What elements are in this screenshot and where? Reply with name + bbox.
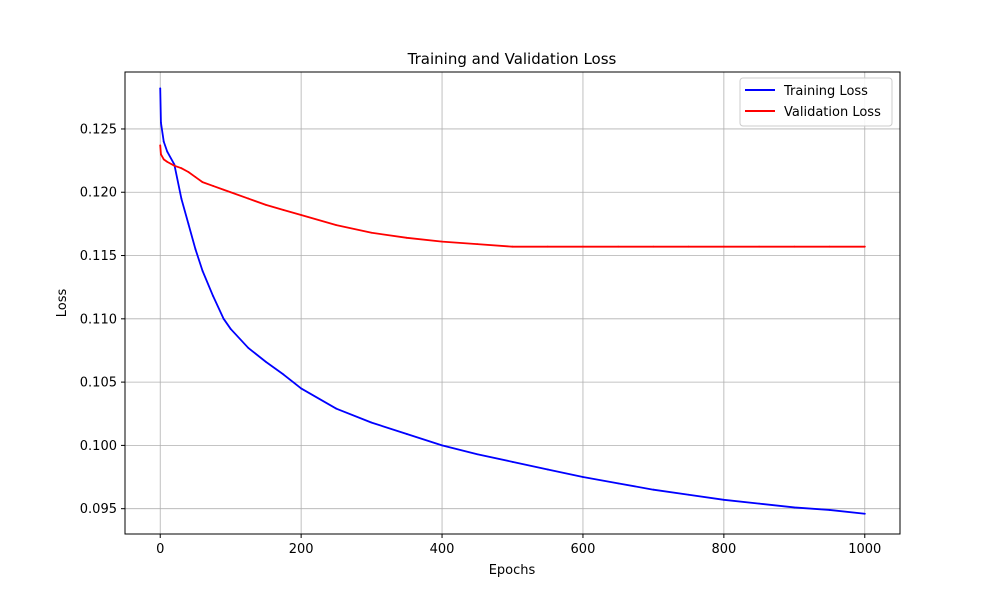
- grid: [125, 72, 900, 534]
- training-loss-line: [159, 87, 866, 515]
- x-axis-label: Epochs: [489, 563, 536, 578]
- training-loss-line-point: [370, 421, 373, 424]
- validation-loss-line-point: [652, 245, 655, 248]
- training-loss-line-point: [652, 488, 655, 491]
- validation-loss-line-point: [201, 181, 204, 184]
- training-loss-line-point: [722, 498, 725, 501]
- validation-loss-line-point: [222, 188, 225, 191]
- training-loss-line-point: [194, 248, 197, 251]
- training-loss-line-point: [546, 468, 549, 471]
- validation-loss-line-point: [441, 240, 443, 243]
- validation-loss-line-point: [617, 245, 620, 248]
- validation-loss-line-point: [335, 224, 338, 227]
- training-loss-line-point: [300, 387, 303, 390]
- y-tick-label: 0.120: [80, 186, 117, 201]
- training-loss-line-point: [187, 222, 190, 225]
- validation-loss-line-point: [159, 144, 162, 147]
- validation-loss-line-point: [828, 245, 831, 248]
- validation-loss-line-point: [166, 160, 169, 163]
- validation-loss-line-point: [758, 245, 760, 248]
- validation-loss-line-point: [300, 214, 303, 216]
- validation-loss-line-point: [511, 245, 514, 248]
- validation-loss-line-point: [173, 164, 176, 167]
- training-loss-line-point: [212, 295, 214, 297]
- training-loss-line-point: [405, 433, 408, 435]
- validation-loss-line-point: [546, 245, 549, 248]
- x-tick-label: 200: [289, 542, 314, 557]
- legend-label-validation: Validation Loss: [784, 105, 881, 120]
- training-loss-line-point: [793, 506, 796, 509]
- training-loss-line-point: [247, 347, 250, 349]
- legend: Training Loss Validation Loss: [739, 77, 893, 127]
- validation-loss-line-point: [476, 243, 479, 246]
- validation-loss-line-point: [187, 171, 190, 173]
- axis-ticks: 0 200 400 600 800 1000 0.095 0.100 0.105 0.110 0.1…: [80, 122, 882, 557]
- y-tick-label: 0.110: [80, 312, 117, 327]
- validation-loss-line-point: [247, 197, 250, 200]
- plot-area-frame: [124, 71, 901, 535]
- validation-loss-line-point: [793, 245, 796, 248]
- training-loss-line-point: [758, 502, 760, 505]
- validation-loss-line-point: [229, 191, 232, 194]
- training-loss-line-point: [863, 512, 866, 515]
- training-loss-line-point: [265, 360, 267, 363]
- training-loss-line-point: [687, 493, 690, 496]
- validation-loss-line-point: [160, 153, 162, 156]
- training-loss-line-point: [476, 453, 479, 456]
- validation-loss-line-point: [180, 167, 183, 170]
- training-loss-line-point: [335, 407, 338, 410]
- training-loss-line-point: [166, 150, 169, 153]
- x-tick-label: 1000: [848, 542, 881, 557]
- validation-loss-line-point: [162, 158, 165, 161]
- y-tick-label: 0.105: [80, 376, 117, 391]
- training-loss-line-point: [201, 269, 204, 272]
- validation-loss-line-point: [863, 245, 866, 248]
- validation-loss-line: [159, 144, 866, 248]
- training-loss-line-point: [617, 482, 620, 485]
- validation-loss-line-point: [370, 231, 373, 234]
- y-axis-label: Loss: [55, 289, 70, 318]
- x-tick-label: 800: [711, 542, 736, 557]
- training-loss-line-point: [180, 197, 183, 200]
- validation-loss-line-point: [405, 236, 408, 239]
- training-loss-line-point: [229, 328, 232, 330]
- training-loss-line-point: [828, 509, 831, 511]
- legend-label-training: Training Loss: [783, 84, 868, 99]
- training-loss-line-point: [441, 444, 443, 447]
- validation-loss-line-point: [194, 176, 197, 178]
- validation-loss-line-point: [265, 204, 267, 206]
- y-tick-label: 0.095: [80, 502, 117, 517]
- y-tick-label: 0.100: [80, 439, 117, 454]
- validation-loss-line-point: [282, 209, 285, 211]
- validation-loss-line-point: [722, 245, 725, 248]
- training-loss-line-point: [222, 317, 225, 320]
- validation-loss-line-point: [212, 185, 214, 187]
- series-layer: [159, 87, 866, 515]
- y-tick-label: 0.115: [80, 249, 117, 264]
- x-tick-label: 600: [571, 542, 596, 557]
- validation-loss-line-point: [687, 245, 690, 248]
- training-loss-line-point: [582, 476, 584, 478]
- x-tick-label: 400: [430, 542, 455, 557]
- x-tick-label: 0: [156, 542, 164, 557]
- training-loss-line-point: [162, 140, 165, 143]
- validation-loss-line-point: [582, 245, 584, 248]
- y-tick-label: 0.125: [80, 122, 117, 137]
- chart-title: Training and Validation Loss: [407, 50, 617, 68]
- training-loss-line-point: [511, 460, 514, 463]
- training-loss-line-point: [159, 87, 162, 90]
- legend-frame: [739, 77, 893, 127]
- training-loss-line-point: [282, 373, 285, 376]
- training-loss-line-point: [160, 121, 162, 124]
